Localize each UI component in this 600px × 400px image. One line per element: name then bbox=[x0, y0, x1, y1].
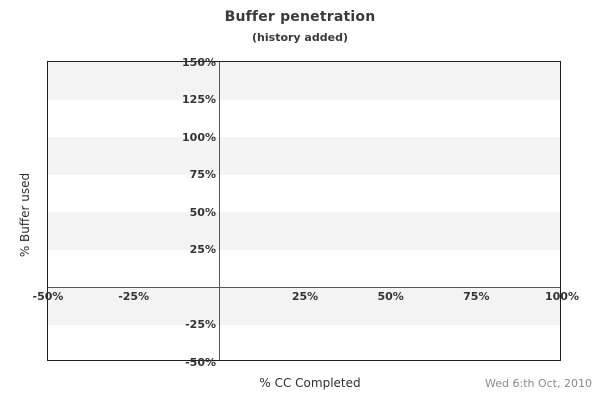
y-zero-line bbox=[48, 287, 560, 288]
grid-stripe bbox=[48, 212, 560, 250]
grid-stripe bbox=[48, 325, 560, 363]
plot-area: 150% 125% 100% 75% 50% 25% -25% -50% -50% -25% 25%… bbox=[33, 56, 579, 369]
grid-stripe bbox=[48, 62, 560, 100]
grid-stripe bbox=[48, 175, 560, 213]
y-tick-label: -50% bbox=[185, 355, 216, 369]
y-tick-label: -25% bbox=[185, 318, 216, 331]
x-zero-line bbox=[219, 62, 220, 360]
x-tick-label: -50% bbox=[32, 290, 64, 303]
y-tick-label: 125% bbox=[182, 93, 216, 106]
x-tick-label: 75% bbox=[463, 290, 490, 303]
y-axis-title: % Buffer used bbox=[18, 172, 32, 258]
chart-subtitle: (history added) bbox=[252, 31, 348, 44]
grid-stripe bbox=[48, 250, 560, 288]
grid-stripe bbox=[48, 100, 560, 138]
chart-title: Buffer penetration bbox=[224, 9, 376, 25]
y-tick-label: 100% bbox=[182, 130, 216, 144]
grid-stripe bbox=[48, 137, 560, 175]
y-tick-label: 25% bbox=[189, 243, 216, 256]
y-tick-label: 50% bbox=[189, 205, 216, 219]
footer-date: Wed 6:th Oct, 2010 bbox=[485, 377, 592, 390]
y-tick-label: 75% bbox=[189, 168, 216, 181]
y-tick-label: 150% bbox=[182, 55, 216, 69]
x-axis-title: % CC Completed bbox=[259, 376, 361, 390]
grid-stripe bbox=[48, 287, 560, 325]
x-tick-label: 50% bbox=[377, 290, 404, 303]
x-tick-label: 100% bbox=[545, 290, 579, 303]
x-tick-label: -25% bbox=[118, 290, 150, 303]
x-tick-label: 25% bbox=[291, 290, 319, 303]
